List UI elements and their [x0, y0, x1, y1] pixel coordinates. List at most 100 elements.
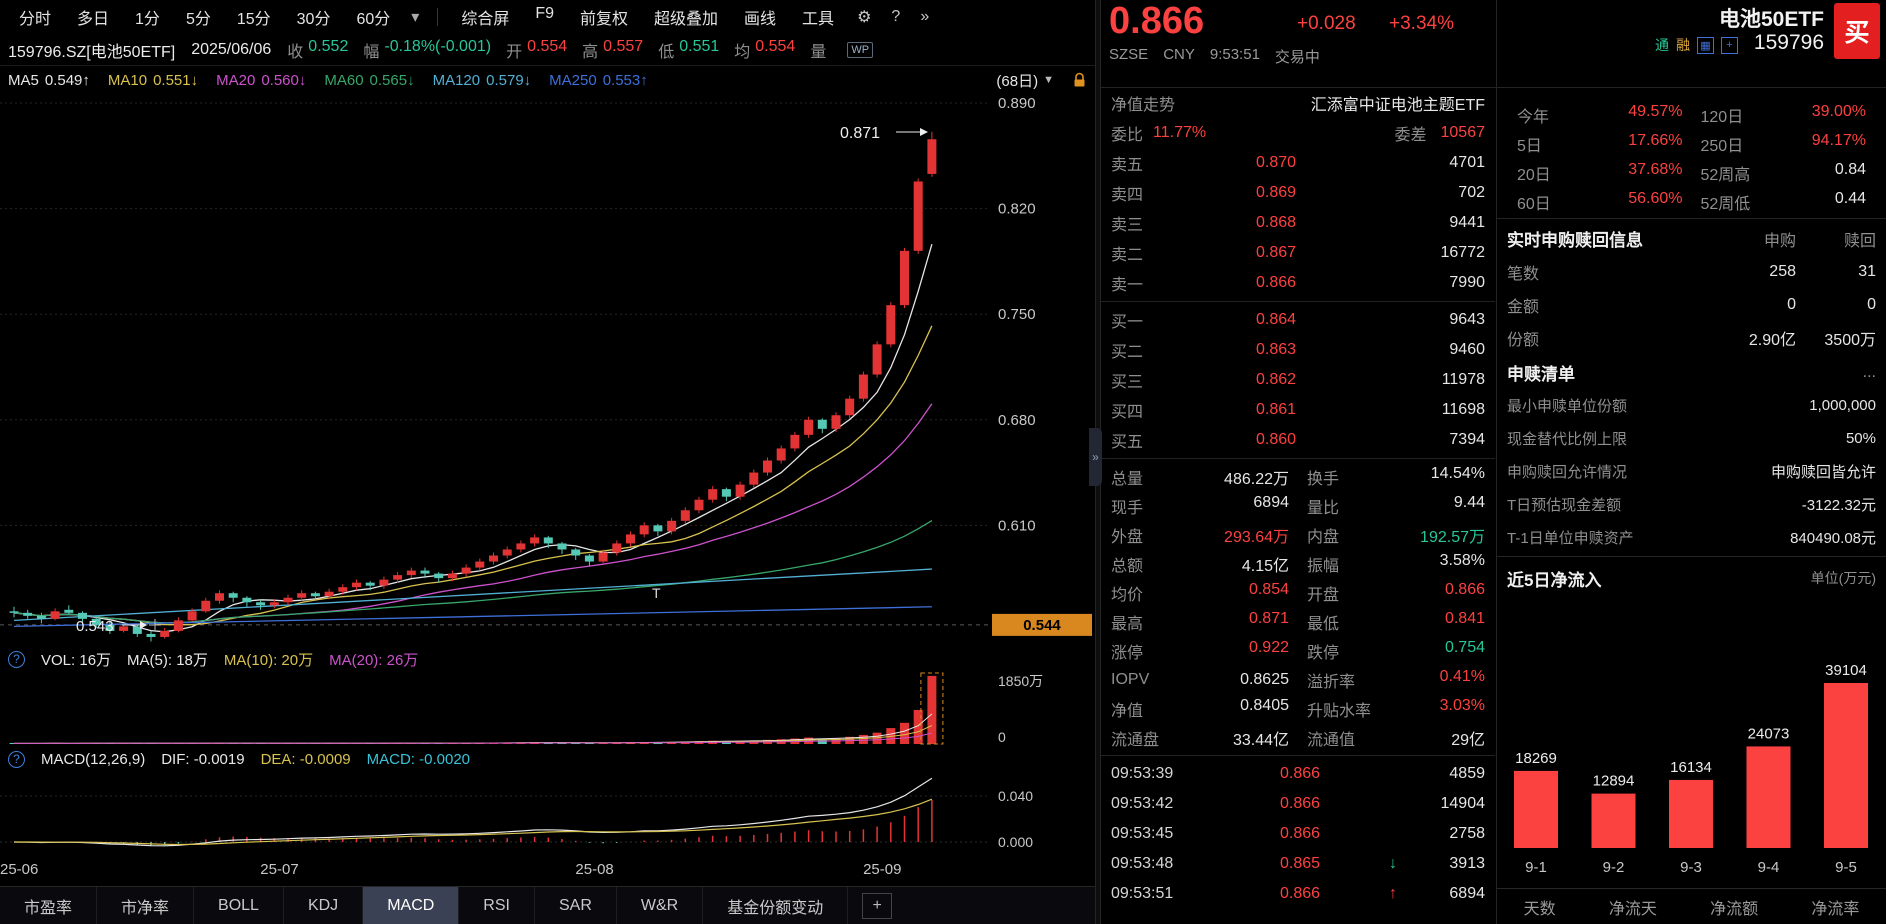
- tab-市盈率[interactable]: 市盈率: [0, 887, 98, 924]
- time-axis-label: 25-07: [260, 861, 299, 878]
- svg-text:9-2: 9-2: [1603, 859, 1625, 876]
- menu-item-F9[interactable]: F9: [535, 5, 554, 22]
- redeem-label: 现金替代比例上限: [1507, 431, 1628, 448]
- board-icon[interactable]: ▦: [1697, 36, 1714, 54]
- help-icon[interactable]: ?: [891, 8, 901, 25]
- kline-chart-area[interactable]: 0.890 0.820 0.750 0.680 0.610 0.544 0.871 0.543…: [0, 94, 1095, 646]
- ma-values: MA5 0.549↑ MA10 0.551↓ MA20 0.560↓ MA60 0.565↓ M…: [8, 72, 648, 89]
- stat-cell: 涨停 0.922: [1111, 639, 1289, 663]
- bid-row[interactable]: 买五 0.860 7394: [1101, 425, 1495, 455]
- tab-KDJ[interactable]: KDJ: [284, 887, 364, 924]
- wp-badge-icon[interactable]: WP: [847, 41, 874, 58]
- perf-value: 94.17%: [1811, 131, 1866, 149]
- stat-cell: 升贴水率 3.03%: [1307, 697, 1485, 721]
- period-tab-1分[interactable]: 1分: [135, 11, 160, 28]
- tab-SAR[interactable]: SAR: [535, 887, 617, 924]
- period-tab-15分[interactable]: 15分: [236, 11, 271, 28]
- trading-status: 交易中: [1274, 49, 1320, 66]
- perf-value: 0.44: [1834, 189, 1866, 207]
- collapse-handle-icon[interactable]: »: [1089, 428, 1102, 486]
- perf-label: 120日: [1700, 108, 1744, 126]
- quote-time: 9:53:51: [1209, 46, 1260, 63]
- macd-chart-area[interactable]: 0.040 0.000: [0, 772, 1095, 856]
- tick-volume: 14904: [1440, 795, 1486, 812]
- volume-indicator-label: MA(20): 26万: [329, 651, 419, 669]
- subscription-title: 实时申购赎回信息: [1507, 231, 1643, 250]
- tab-W&R[interactable]: W&R: [617, 887, 704, 924]
- ask-row[interactable]: 卖一 0.866 7990: [1101, 268, 1495, 298]
- inflow-title: 近5日净流入: [1507, 570, 1602, 590]
- level-label: 卖一: [1111, 277, 1144, 294]
- perf-value: 56.60%: [1628, 189, 1683, 207]
- period-tab-60分[interactable]: 60分: [356, 11, 391, 28]
- level-price: 0.870: [1255, 154, 1297, 171]
- perf-row: 今年 49.57% 120日 39.00%: [1507, 100, 1876, 129]
- svg-text:9-5: 9-5: [1835, 859, 1857, 876]
- margin-badge-tong[interactable]: 通: [1655, 37, 1669, 53]
- tab-市净率[interactable]: 市净率: [97, 887, 195, 924]
- bid-row[interactable]: 买二 0.863 9460: [1101, 335, 1495, 365]
- tab-RSI[interactable]: RSI: [459, 887, 535, 924]
- volume-chart-area[interactable]: 1850万 0: [0, 672, 1095, 746]
- weicha-label: 委差: [1394, 127, 1427, 144]
- menu-item-工具[interactable]: 工具: [802, 11, 835, 28]
- ask-row[interactable]: 卖二 0.867 16772: [1101, 238, 1495, 268]
- redeem-value: 50%: [1845, 430, 1876, 447]
- level-label: 卖三: [1111, 217, 1144, 234]
- stat-cell: 均价 0.854: [1111, 581, 1289, 605]
- menu-item-超级叠加[interactable]: 超级叠加: [654, 11, 719, 28]
- volume-help-icon[interactable]: ?: [8, 650, 25, 668]
- field-value: 0.554: [527, 37, 568, 55]
- period-tab-多日[interactable]: 多日: [77, 11, 110, 28]
- menu-item-画线[interactable]: 画线: [744, 11, 777, 28]
- add-icon[interactable]: +: [1721, 36, 1738, 54]
- buy-button[interactable]: 买: [1834, 3, 1880, 59]
- svg-text:0.543: 0.543: [76, 618, 114, 635]
- period-tab-5分[interactable]: 5分: [185, 11, 211, 28]
- period-tab-分时[interactable]: 分时: [19, 11, 52, 28]
- ask-row[interactable]: 卖四 0.869 702: [1101, 178, 1495, 208]
- weibi-value: 11.77%: [1153, 124, 1207, 141]
- stat-value: 0.8405: [1240, 696, 1289, 714]
- ma-value: 0.553↑: [602, 71, 648, 89]
- period-dropdown-icon[interactable]: ▾: [411, 9, 420, 26]
- settings-gear-icon[interactable]: ⚙: [857, 9, 872, 26]
- more-ellipsis[interactable]: ...: [1862, 363, 1876, 381]
- add-indicator-button[interactable]: +: [862, 893, 893, 919]
- tab-BOLL[interactable]: BOLL: [194, 887, 284, 924]
- tab-基金份额变动[interactable]: 基金份额变动: [703, 887, 849, 924]
- header-divider: [1101, 87, 1886, 88]
- more-chevron-icon[interactable]: »: [920, 8, 930, 25]
- bid-row[interactable]: 买四 0.861 11698: [1101, 395, 1495, 425]
- macd-help-icon[interactable]: ?: [8, 750, 25, 768]
- price-change-pct: +3.34%: [1389, 13, 1454, 34]
- stat-label: 跌停: [1307, 644, 1340, 662]
- subscription-header: 实时申购赎回信息 申购 赎回: [1507, 222, 1876, 255]
- info-bar: 159796.SZ[电池50ETF] 2025/06/06 收 0.552 幅 -0.…: [0, 34, 1095, 66]
- bid-row[interactable]: 买一 0.864 9643: [1101, 305, 1495, 335]
- perf-row: 60日 56.60% 52周低 0.44: [1507, 187, 1876, 216]
- tick-price: 0.866: [1279, 795, 1321, 812]
- nav-trend-link[interactable]: 净值走势: [1111, 97, 1176, 114]
- stat-cell: 换手 14.54%: [1307, 465, 1485, 489]
- menu-item-综合屏[interactable]: 综合屏: [461, 11, 510, 28]
- margin-badge-rong[interactable]: 融: [1676, 37, 1690, 53]
- stat-row: 最高 0.871 最低 0.841: [1101, 607, 1495, 636]
- period-count-selector[interactable]: (68日) ▼: [996, 70, 1054, 91]
- ma-value: 0.549↑: [44, 71, 90, 89]
- stat-cell: 内盘 192.57万: [1307, 523, 1485, 547]
- tab-MACD[interactable]: MACD: [363, 887, 460, 924]
- ask-row[interactable]: 卖三 0.868 9441: [1101, 208, 1495, 238]
- menu-item-前复权[interactable]: 前复权: [580, 11, 629, 28]
- sub-label: 份额: [1507, 331, 1540, 349]
- period-tab-30分[interactable]: 30分: [296, 11, 331, 28]
- tick-price: 0.865: [1279, 855, 1321, 872]
- stat-row: 总额 4.15亿 振幅 3.58%: [1101, 549, 1495, 578]
- bid-row[interactable]: 买三 0.862 11978: [1101, 365, 1495, 395]
- perf-label: 52周低: [1700, 195, 1751, 213]
- lock-icon[interactable]: [1072, 72, 1087, 88]
- price-change: +0.028: [1297, 13, 1356, 34]
- stat-cell: 净值 0.8405: [1111, 697, 1289, 721]
- ask-row[interactable]: 卖五 0.870 4701: [1101, 148, 1495, 178]
- perf-cell: 今年 49.57%: [1517, 103, 1683, 127]
